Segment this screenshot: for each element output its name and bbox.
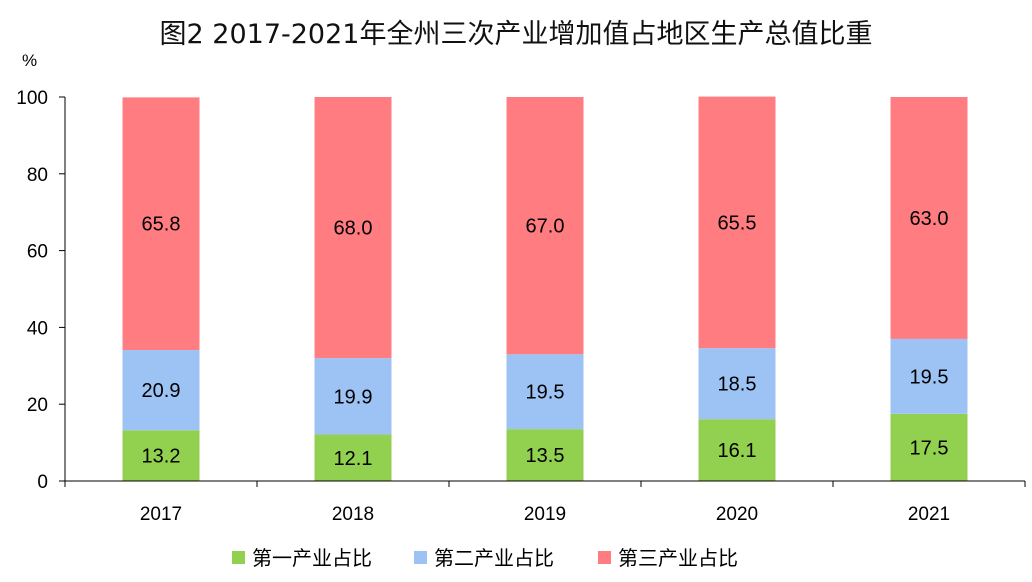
- y-tick-label-20: 20: [27, 395, 48, 416]
- x-tick-label-2021: 2021: [908, 504, 950, 525]
- data-label-2019-series-2: 19.5: [526, 382, 565, 404]
- y-tick-label-40: 40: [27, 318, 48, 339]
- x-tick-label-2018: 2018: [332, 504, 374, 525]
- y-axis-unit-label: %: [22, 51, 37, 70]
- bar-2018-series-3: [314, 97, 392, 359]
- data-label-2017-series-3: 65.8: [142, 214, 181, 236]
- y-tick-label-0: 0: [37, 472, 48, 493]
- data-label-2018-series-3: 68.0: [334, 218, 373, 240]
- data-label-2018-series-2: 19.9: [334, 386, 373, 408]
- data-label-2021-series-3: 63.0: [910, 208, 949, 230]
- data-label-2020-series-2: 18.5: [718, 374, 757, 396]
- x-tick-label-2017: 2017: [140, 504, 182, 525]
- bar-2018-series-1: [314, 434, 392, 481]
- y-tick-label-60: 60: [27, 242, 48, 263]
- data-label-2017-series-2: 20.9: [142, 380, 181, 402]
- data-label-2019-series-1: 13.5: [526, 445, 565, 467]
- legend-label-1: 第一产业占比: [252, 546, 372, 570]
- data-label-2020-series-1: 16.1: [718, 440, 757, 462]
- chart-title: 图2 2017-2021年全州三次产业增加值占地区生产总值比重: [159, 19, 873, 50]
- bar-2021-series-3: [890, 97, 968, 339]
- bar-2018-series-2: [314, 358, 392, 435]
- legend-swatch-1: [232, 551, 245, 564]
- y-tick-label-100: 100: [16, 88, 48, 109]
- legend-label-2: 第二产业占比: [434, 546, 554, 570]
- data-label-2018-series-1: 12.1: [334, 448, 373, 470]
- data-label-2021-series-1: 17.5: [910, 437, 949, 459]
- bar-2019-series-2: [506, 354, 584, 430]
- data-label-2019-series-3: 67.0: [526, 216, 565, 238]
- x-tick-label-2019: 2019: [524, 504, 566, 525]
- legend: 第一产业占比 第二产业占比 第三产业占比: [232, 546, 738, 570]
- legend-swatch-3: [598, 551, 611, 564]
- data-label-2017-series-1: 13.2: [142, 446, 181, 468]
- legend-swatch-2: [414, 551, 427, 564]
- y-tick-label-80: 80: [27, 165, 48, 186]
- data-label-2021-series-2: 19.5: [910, 366, 949, 388]
- x-tick-label-2020: 2020: [716, 504, 758, 525]
- bar-2021-series-2: [890, 338, 968, 414]
- legend-label-3: 第三产业占比: [618, 546, 738, 570]
- data-label-2020-series-3: 65.5: [718, 212, 757, 234]
- bar-2019-series-3: [506, 97, 584, 355]
- bar-2020-series-1: [698, 419, 776, 481]
- bars-group: 13.2 20.9 65.8 12.1 19.9 68.0 13.5 19.5 67.0 16.1…: [122, 96, 968, 481]
- bar-2017-series-1: [122, 430, 200, 481]
- bar-2017-series-3: [122, 97, 200, 351]
- bar-2020-series-2: [698, 348, 776, 420]
- bar-2019-series-1: [506, 429, 584, 481]
- bar-2021-series-1: [890, 413, 968, 481]
- axes-group: 0 20 40 60 80 100 2017 2018 2019 2020 2021%: [16, 51, 1026, 525]
- bar-2020-series-3: [698, 96, 776, 349]
- bar-2017-series-2: [122, 350, 200, 431]
